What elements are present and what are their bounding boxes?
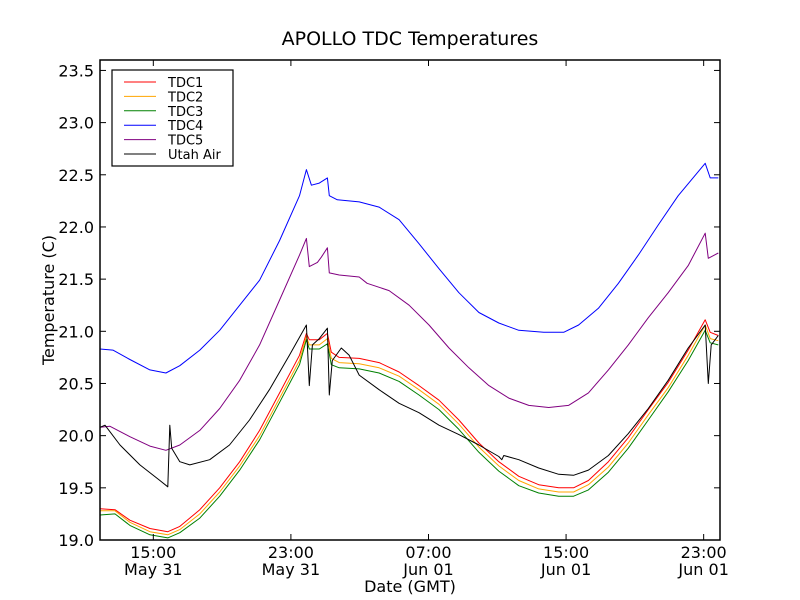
x-tick-date-label: Jun 01 <box>677 560 728 579</box>
x-tick-date-label: Jun 01 <box>402 560 453 579</box>
series-line-tdc2 <box>100 324 719 536</box>
x-tick-time-label: 23:00 <box>268 543 314 562</box>
series-line-tdc3 <box>99 329 719 539</box>
legend-label: TDC1 <box>167 76 203 91</box>
legend-label: TDC3 <box>167 105 203 120</box>
series-line-utah-air <box>99 324 719 488</box>
legend-label: Utah Air <box>168 148 221 163</box>
x-tick-time-label: 15:00 <box>543 543 589 562</box>
legend-label: TDC5 <box>167 134 203 149</box>
x-tick-date-label: May 31 <box>124 560 183 579</box>
y-tick-label: 21.5 <box>58 270 94 289</box>
x-tick-time-label: 15:00 <box>130 543 176 562</box>
axes-frame <box>99 59 721 541</box>
y-tick-label: 22.5 <box>58 166 94 185</box>
y-tick-label: 21.0 <box>58 322 94 341</box>
y-tick-label: 23.5 <box>58 61 94 80</box>
y-tick-label: 20.5 <box>58 374 94 393</box>
series-line-tdc4 <box>99 162 719 374</box>
y-tick-label: 22.0 <box>58 218 94 237</box>
legend-label: TDC4 <box>167 119 203 134</box>
x-axis-title: Date (GMT) <box>364 577 456 596</box>
series-line-tdc5 <box>99 232 719 451</box>
legend-box <box>111 69 234 167</box>
series-layer <box>99 162 719 539</box>
x-tick-date-label: Jun 01 <box>540 560 591 579</box>
y-axis: 19.0 19.5 20.0 20.5 21.0 21.5 22.0 22.5 23.0 23.5 <box>58 61 720 550</box>
legend-label: TDC2 <box>167 90 203 105</box>
x-tick-time-label: 07:00 <box>405 543 451 562</box>
x-tick-date-label: May 31 <box>262 560 321 579</box>
y-tick-label: 23.0 <box>58 114 94 133</box>
series-line-tdc1 <box>99 319 719 533</box>
chart-title: APOLLO TDC Temperatures <box>282 28 539 50</box>
y-tick-label: 19.0 <box>58 531 94 550</box>
y-axis-title: Temperature (C) <box>39 235 58 366</box>
y-tick-label: 20.0 <box>58 427 94 446</box>
x-tick-time-label: 23:00 <box>681 543 727 562</box>
y-tick-label: 19.5 <box>58 479 94 498</box>
